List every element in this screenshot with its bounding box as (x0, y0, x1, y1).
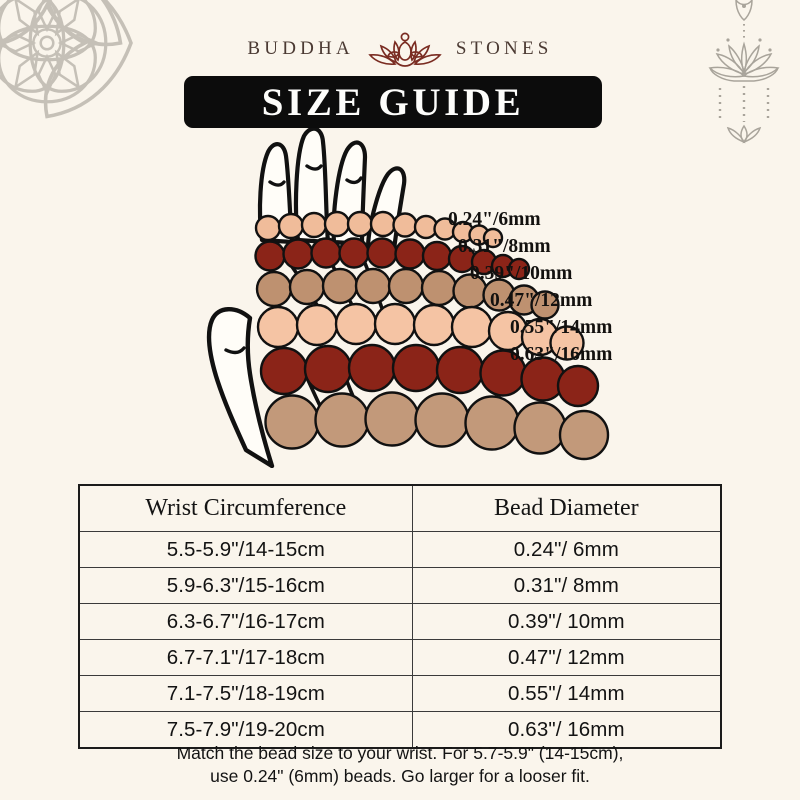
bead-rows (254, 210, 610, 461)
cell-bead: 0.63"/ 16mm (411, 711, 722, 749)
hand-thumb-outline (206, 307, 275, 468)
table-row: 5.9-6.3"/15-16cm 0.31"/ 8mm (78, 567, 722, 604)
bead-label-8mm: 0.31"/8mm (458, 236, 551, 257)
size-guide-banner: SIZE GUIDE (184, 76, 602, 128)
bead-label-12mm: 0.47"/12mm (490, 290, 593, 311)
cell-wrist: 7.1-7.5"/18-19cm (78, 675, 413, 712)
table-header-row: Wrist Circumference Bead Diameter (78, 484, 722, 532)
lotus-moon-ornament (692, 0, 796, 146)
brand-header: BUDDHA STONES (0, 26, 800, 72)
table-row: 7.5-7.9"/19-20cm 0.63"/ 16mm (78, 711, 722, 749)
bead-label-16mm: 0.63"/16mm (510, 344, 613, 365)
bead-label-10mm: 0.39"/10mm (470, 263, 573, 284)
bead-row-14mm (259, 343, 600, 408)
cell-wrist: 6.3-6.7"/16-17cm (78, 603, 413, 640)
page-title: SIZE GUIDE (261, 80, 525, 124)
cell-wrist: 7.5-7.9"/19-20cm (78, 711, 413, 749)
footer-line-1: Match the bead size to your wrist. For 5… (176, 743, 624, 763)
bead-row-10mm (255, 267, 560, 320)
bead-size-labels: 0.24"/6mm 0.31"/8mm 0.39"/10mm 0.47"/12m… (448, 206, 778, 368)
cell-wrist: 5.5-5.9"/14-15cm (78, 531, 413, 568)
brand-name-right: STONES (455, 38, 553, 59)
brand-name-left: BUDDHA (247, 38, 354, 59)
cell-wrist: 6.7-7.1"/17-18cm (78, 639, 413, 676)
size-table: Wrist Circumference Bead Diameter 5.5-5.… (78, 484, 722, 749)
bead-row-16mm (264, 391, 610, 461)
mandala-flower-ornament (0, 0, 152, 148)
bead-row-12mm (256, 302, 585, 361)
table-row: 6.7-7.1"/17-18cm 0.47"/ 12mm (78, 639, 722, 676)
table-row: 5.5-5.9"/14-15cm 0.24"/ 6mm (78, 531, 722, 568)
cell-bead: 0.39"/ 10mm (411, 603, 722, 640)
cell-bead: 0.24"/ 6mm (411, 531, 722, 568)
hand-with-bracelets-illustration (150, 128, 670, 468)
cell-bead: 0.47"/ 12mm (411, 639, 722, 676)
footer-line-2: use 0.24" (6mm) beads. Go larger for a l… (210, 766, 590, 786)
header-bead-diameter: Bead Diameter (411, 484, 722, 532)
cell-bead: 0.31"/ 8mm (411, 567, 722, 604)
table-row: 7.1-7.5"/18-19cm 0.55"/ 14mm (78, 675, 722, 712)
cell-wrist: 5.9-6.3"/15-16cm (78, 567, 413, 604)
table-row: 6.3-6.7"/16-17cm 0.39"/ 10mm (78, 603, 722, 640)
bead-label-6mm: 0.24"/6mm (448, 209, 541, 230)
bead-row-6mm (254, 210, 504, 249)
bead-label-14mm: 0.55"/14mm (510, 317, 613, 338)
footer-note: Match the bead size to your wrist. For 5… (70, 742, 730, 788)
cell-bead: 0.55"/ 14mm (411, 675, 722, 712)
lotus-meditation-logo (368, 26, 442, 72)
header-wrist-circumference: Wrist Circumference (78, 484, 413, 532)
